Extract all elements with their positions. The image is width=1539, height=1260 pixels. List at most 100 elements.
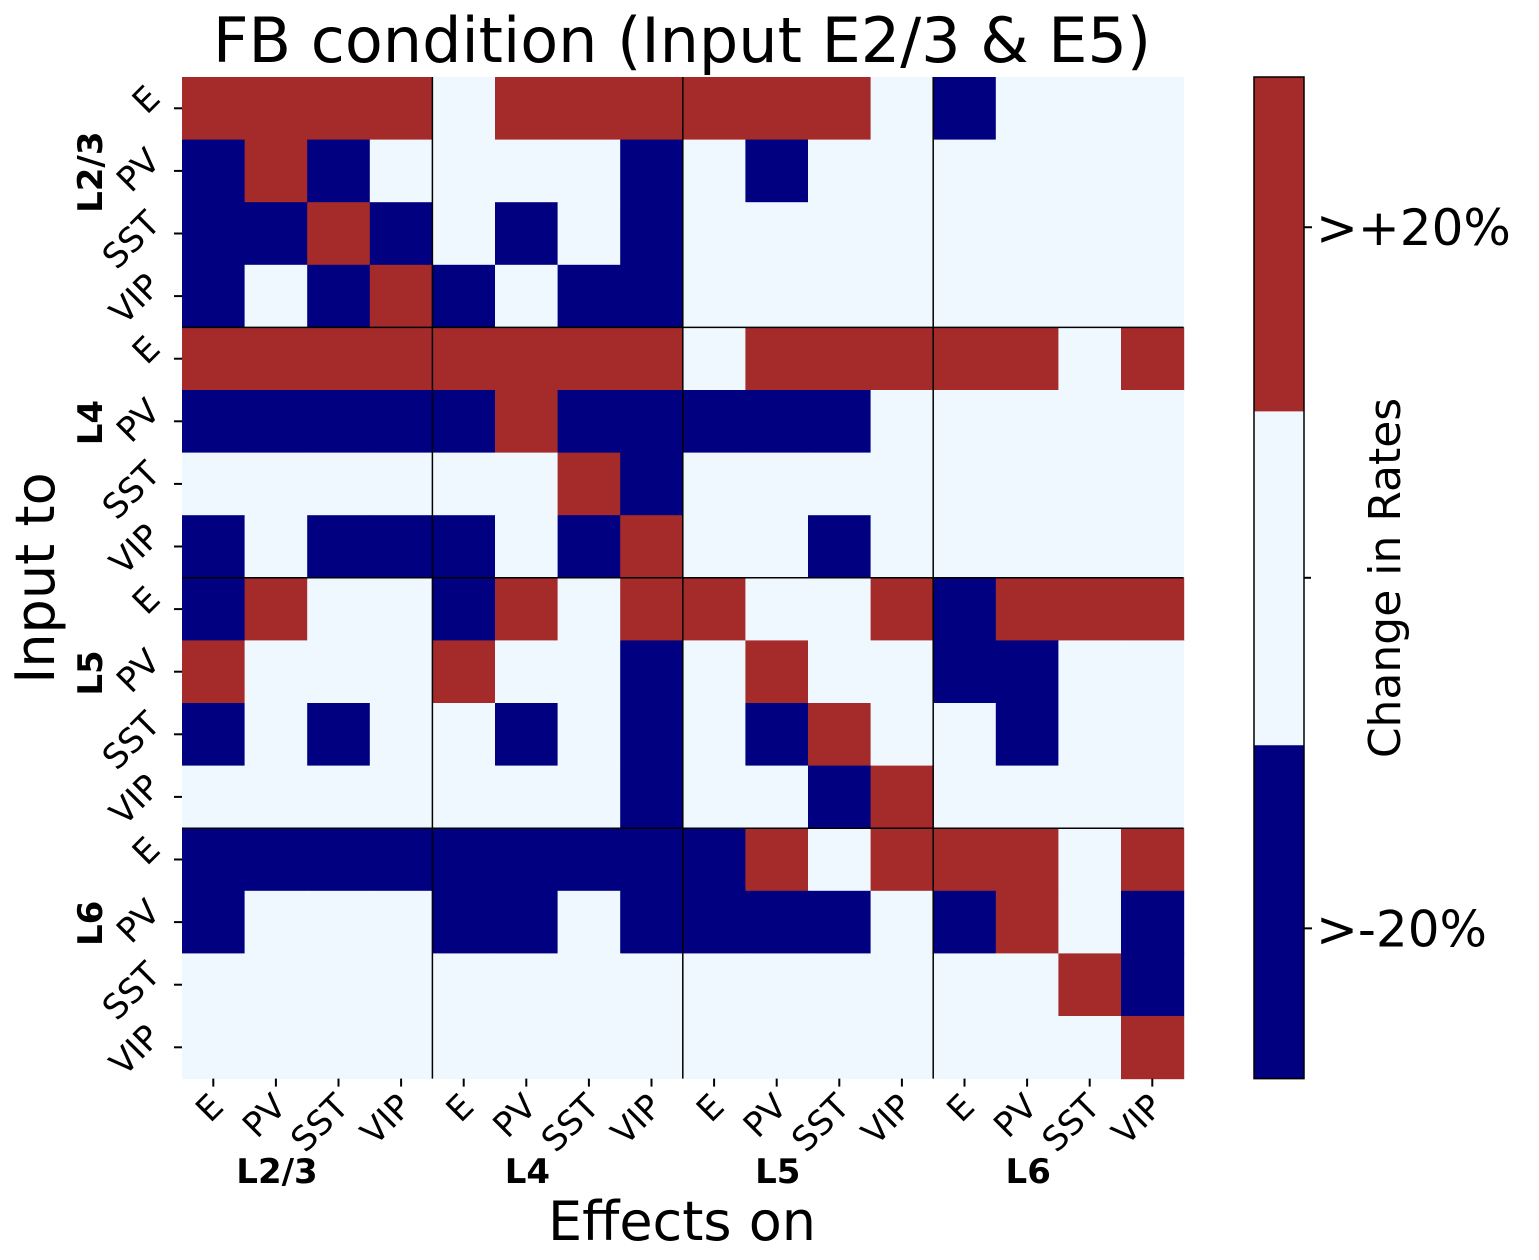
heatmap-cell <box>745 890 809 954</box>
x-tick-label: E <box>188 1087 231 1130</box>
heatmap-cell <box>995 890 1059 954</box>
y-axis-layer-labels: L2/3 L4 L5 L6 <box>71 131 111 946</box>
heatmap-cell <box>870 390 934 454</box>
heatmap-cell <box>557 139 621 203</box>
heatmap-cell <box>745 264 809 328</box>
heatmap-cell <box>620 953 684 1017</box>
heatmap-cell <box>995 452 1059 516</box>
heatmap-cell <box>369 640 433 704</box>
heatmap-cell <box>557 390 621 454</box>
heatmap-cell <box>1058 640 1122 704</box>
heatmap-cell <box>933 202 997 266</box>
heatmap-cell <box>1058 202 1122 266</box>
heatmap-cell <box>808 953 872 1017</box>
heatmap-cell <box>682 327 746 391</box>
heatmap-cell <box>870 828 934 892</box>
heatmap-cell <box>745 77 809 141</box>
heatmap-cell <box>432 765 496 829</box>
heatmap-cell <box>620 139 684 203</box>
heatmap-cell <box>995 765 1059 829</box>
heatmap-cell <box>1058 1016 1122 1080</box>
heatmap-cell <box>369 953 433 1017</box>
x-layer-label: L6 <box>1006 1152 1051 1192</box>
heatmap-cell <box>495 703 559 767</box>
x-axis-title: Effects on <box>548 1190 816 1253</box>
heatmap-cell <box>995 640 1059 704</box>
heatmap-cell <box>244 515 308 579</box>
heatmap-cell <box>933 703 997 767</box>
heatmap-cell <box>432 828 496 892</box>
heatmap-cell <box>244 1016 308 1080</box>
heatmap-cell <box>182 139 246 203</box>
heatmap-cell <box>495 828 559 892</box>
heatmap-cell <box>182 765 246 829</box>
heatmap-cell <box>1058 77 1122 141</box>
heatmap-cell <box>933 953 997 1017</box>
heatmap-cell <box>1121 515 1185 579</box>
heatmap-cell <box>369 577 433 641</box>
heatmap-cell <box>495 327 559 391</box>
x-tick-label: PV <box>736 1087 795 1146</box>
y-tick-label: VIP <box>102 767 168 833</box>
y-tick-label: E <box>125 830 168 873</box>
heatmap-cell <box>620 577 684 641</box>
heatmap-cell <box>745 640 809 704</box>
heatmap-cell <box>808 452 872 516</box>
heatmap-cell <box>1121 828 1185 892</box>
heatmap-cell <box>682 828 746 892</box>
x-tick-label: E <box>439 1087 482 1130</box>
heatmap-cell <box>682 1016 746 1080</box>
heatmap-cell <box>369 515 433 579</box>
heatmap-cell <box>1058 264 1122 328</box>
heatmap-cell <box>870 202 934 266</box>
heatmap-cell <box>808 264 872 328</box>
heatmap-cell <box>995 953 1059 1017</box>
heatmap-cell <box>808 77 872 141</box>
heatmap-cell <box>745 202 809 266</box>
heatmap-cell <box>557 264 621 328</box>
heatmap-cell <box>307 515 371 579</box>
heatmap-cell <box>244 765 308 829</box>
heatmap-cell <box>620 765 684 829</box>
y-layer-label: L2/3 <box>71 131 111 212</box>
x-tick-label: PV <box>485 1087 544 1146</box>
heatmap-cell <box>1058 452 1122 516</box>
heatmap-cell <box>557 890 621 954</box>
heatmap-cell <box>495 390 559 454</box>
heatmap-cell <box>995 703 1059 767</box>
heatmap-cell <box>557 953 621 1017</box>
heatmap-cell <box>870 515 934 579</box>
heatmap-cell <box>432 640 496 704</box>
heatmap-cell <box>1121 577 1185 641</box>
heatmap-cell <box>1121 1016 1185 1080</box>
heatmap-cell <box>182 1016 246 1080</box>
heatmap-cell <box>307 390 371 454</box>
heatmap-cell <box>995 264 1059 328</box>
colorbar: >-20% >+20% <box>1253 76 1511 1080</box>
heatmap-cell <box>870 264 934 328</box>
heatmap-cell <box>682 264 746 328</box>
heatmap-cell <box>432 1016 496 1080</box>
heatmap-cell <box>620 890 684 954</box>
heatmap-cell <box>933 765 997 829</box>
heatmap-cell <box>557 327 621 391</box>
heatmap-cell <box>1058 139 1122 203</box>
heatmap-cell <box>995 202 1059 266</box>
heatmap-cell <box>369 327 433 391</box>
heatmap-cell <box>369 264 433 328</box>
heatmap-cell <box>682 452 746 516</box>
heatmap-cell <box>620 327 684 391</box>
heatmap-cell <box>933 828 997 892</box>
heatmap-cell <box>933 890 997 954</box>
heatmap-cell <box>307 953 371 1017</box>
heatmap-cell <box>682 139 746 203</box>
x-tick-label: VIP <box>1104 1087 1170 1153</box>
heatmap-cell <box>808 640 872 704</box>
heatmap-cell <box>1121 327 1185 391</box>
heatmap-cell <box>620 703 684 767</box>
y-tick-label: SST <box>95 704 169 778</box>
chart-title: FB condition (Input E2/3 & E5) <box>213 4 1151 77</box>
heatmap-cell <box>1058 703 1122 767</box>
heatmap-cell <box>995 828 1059 892</box>
